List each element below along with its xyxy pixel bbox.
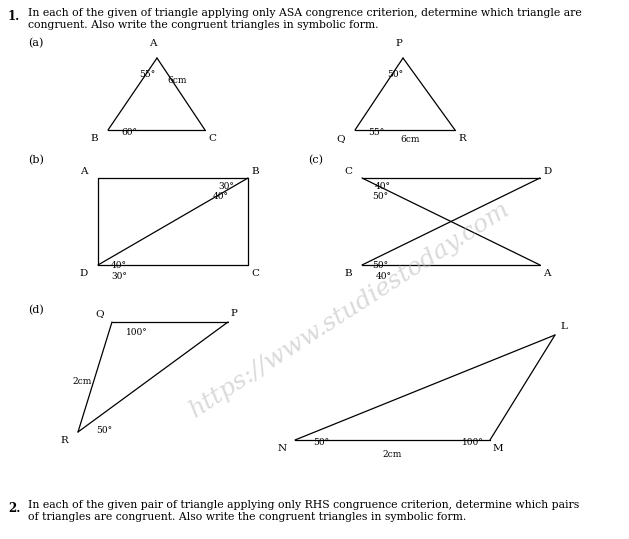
Text: 40°: 40° [376, 272, 392, 281]
Text: 40°: 40° [213, 192, 229, 201]
Text: L: L [560, 322, 567, 331]
Text: R: R [60, 436, 68, 445]
Text: (a): (a) [28, 38, 43, 49]
Text: 30°: 30° [218, 182, 234, 191]
Text: B: B [344, 269, 352, 278]
Text: (d): (d) [28, 305, 44, 315]
Text: In each of the given of triangle applying only ASA congrence criterion, determin: In each of the given of triangle applyin… [28, 8, 582, 18]
Text: C: C [344, 167, 352, 176]
Text: 50°: 50° [387, 70, 403, 79]
Text: M: M [493, 444, 504, 453]
Text: C: C [208, 134, 216, 143]
Text: Q: Q [337, 134, 345, 143]
Text: C: C [251, 269, 259, 278]
Text: B: B [251, 167, 259, 176]
Text: 50°: 50° [372, 192, 388, 201]
Text: 50°: 50° [313, 438, 329, 447]
Text: 40°: 40° [375, 182, 391, 191]
Text: A: A [81, 167, 88, 176]
Text: B: B [91, 134, 98, 143]
Text: 100°: 100° [462, 438, 484, 447]
Text: P: P [396, 39, 403, 48]
Text: 30°: 30° [111, 272, 127, 281]
Text: 40°: 40° [111, 261, 127, 270]
Text: 6cm: 6cm [400, 135, 420, 144]
Text: 55°: 55° [139, 70, 155, 79]
Text: In each of the given pair of triangle applying only RHS congruence criterion, de: In each of the given pair of triangle ap… [28, 500, 579, 510]
Text: https://www.studiestoday.com: https://www.studiestoday.com [185, 198, 514, 423]
Text: 1.: 1. [8, 10, 20, 23]
Text: D: D [543, 167, 551, 176]
Text: (b): (b) [28, 155, 44, 165]
Text: congruent. Also write the congruent triangles in symbolic form.: congruent. Also write the congruent tria… [28, 20, 379, 30]
Text: P: P [230, 309, 237, 318]
Text: (c): (c) [308, 155, 323, 165]
Text: 2cm: 2cm [382, 450, 401, 459]
Text: of triangles are congruent. Also write the congruent triangles in symbolic form.: of triangles are congruent. Also write t… [28, 512, 466, 522]
Text: Q: Q [96, 309, 104, 318]
Text: A: A [149, 39, 157, 48]
Text: R: R [458, 134, 465, 143]
Text: 100°: 100° [126, 328, 148, 337]
Text: 60°: 60° [121, 128, 137, 137]
Text: 2.: 2. [8, 502, 20, 515]
Text: D: D [80, 269, 88, 278]
Text: 50°: 50° [96, 426, 112, 435]
Text: 55°: 55° [368, 128, 384, 137]
Text: 50°: 50° [372, 261, 388, 270]
Text: N: N [278, 444, 287, 453]
Text: 2cm: 2cm [72, 377, 92, 386]
Text: A: A [543, 269, 550, 278]
Text: 6cm: 6cm [167, 76, 187, 85]
